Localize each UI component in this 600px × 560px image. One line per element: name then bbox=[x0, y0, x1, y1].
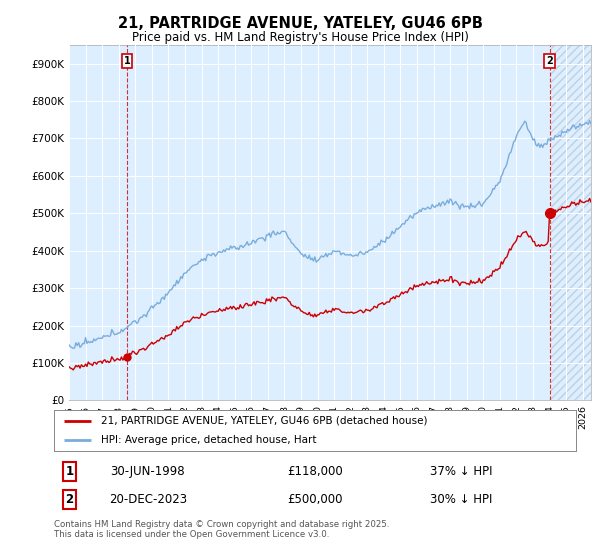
Text: 20-DEC-2023: 20-DEC-2023 bbox=[109, 493, 187, 506]
Text: 1: 1 bbox=[124, 56, 130, 66]
Text: £118,000: £118,000 bbox=[287, 465, 343, 478]
Text: 30-JUN-1998: 30-JUN-1998 bbox=[110, 465, 185, 478]
Text: 2: 2 bbox=[65, 493, 74, 506]
Text: Contains HM Land Registry data © Crown copyright and database right 2025.
This d: Contains HM Land Registry data © Crown c… bbox=[54, 520, 389, 539]
Text: 21, PARTRIDGE AVENUE, YATELEY, GU46 6PB (detached house): 21, PARTRIDGE AVENUE, YATELEY, GU46 6PB … bbox=[101, 416, 427, 426]
Text: £500,000: £500,000 bbox=[287, 493, 343, 506]
Text: 37% ↓ HPI: 37% ↓ HPI bbox=[430, 465, 493, 478]
Text: 1: 1 bbox=[65, 465, 74, 478]
Text: 2: 2 bbox=[546, 56, 553, 66]
Text: 21, PARTRIDGE AVENUE, YATELEY, GU46 6PB: 21, PARTRIDGE AVENUE, YATELEY, GU46 6PB bbox=[118, 16, 482, 31]
Text: HPI: Average price, detached house, Hart: HPI: Average price, detached house, Hart bbox=[101, 435, 316, 445]
Text: 30% ↓ HPI: 30% ↓ HPI bbox=[430, 493, 493, 506]
Text: Price paid vs. HM Land Registry's House Price Index (HPI): Price paid vs. HM Land Registry's House … bbox=[131, 31, 469, 44]
